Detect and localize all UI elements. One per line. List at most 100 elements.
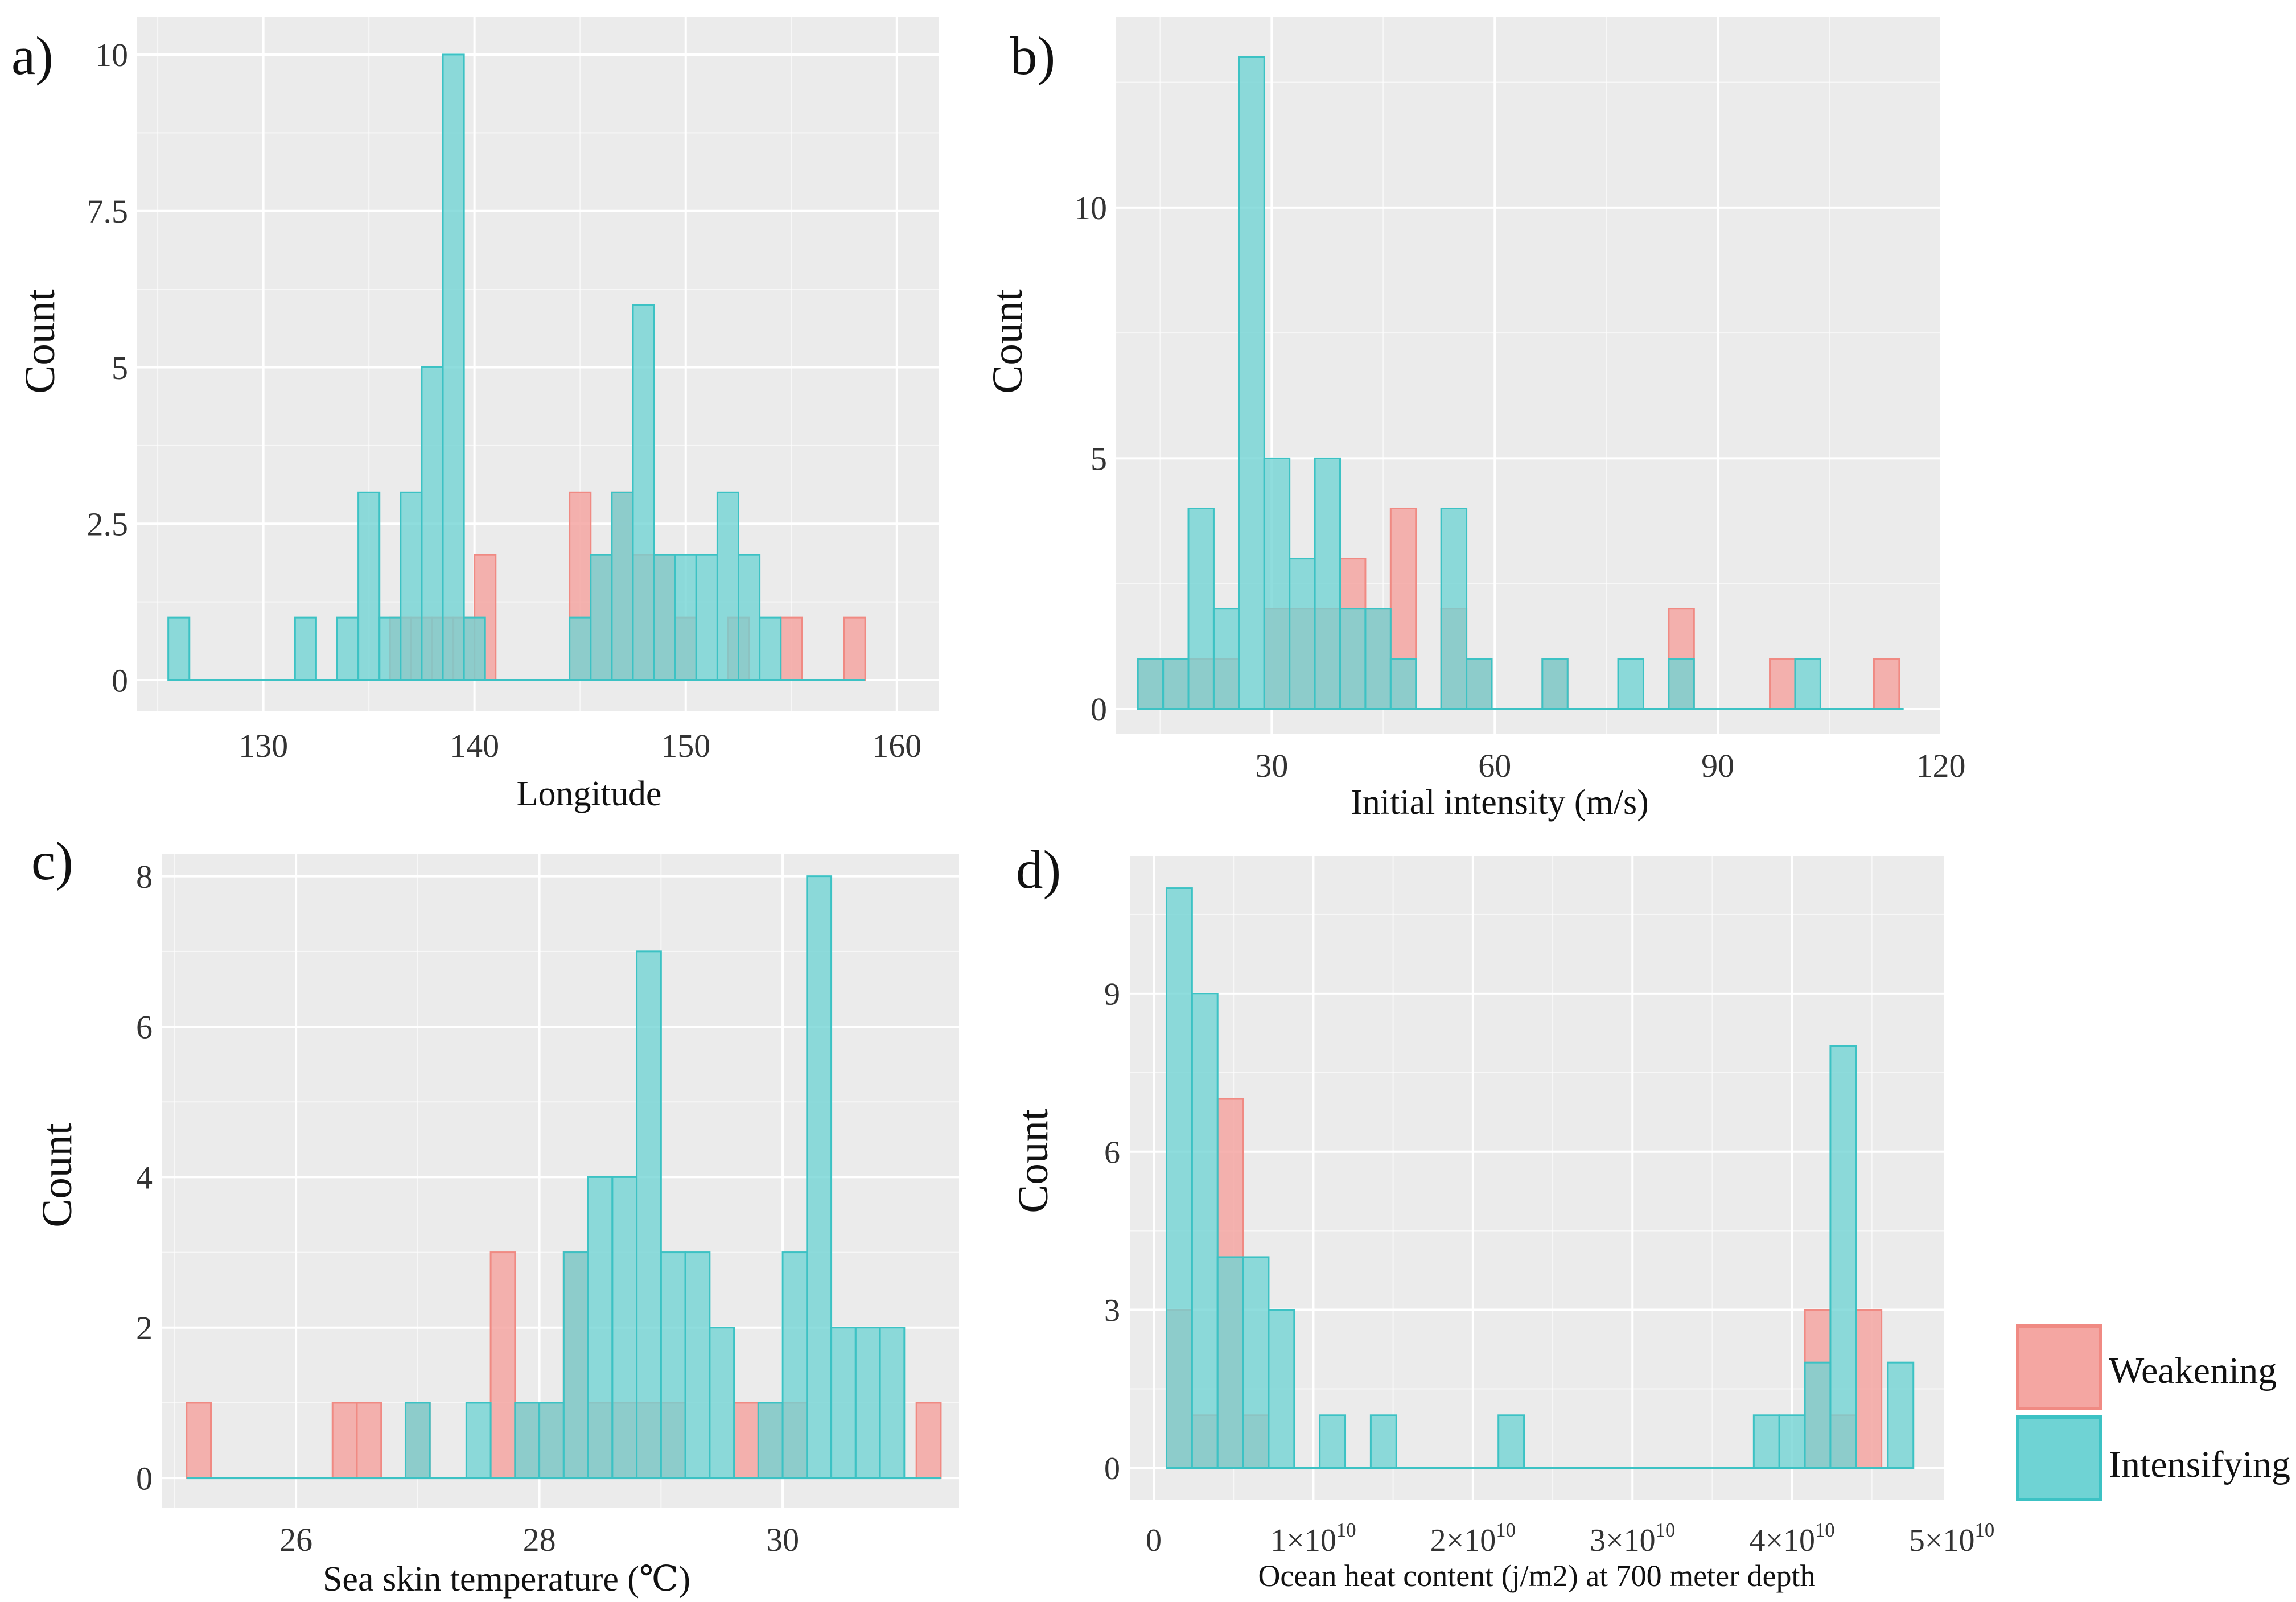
bar-weakening (356, 1402, 382, 1479)
bar-intensifying (1389, 658, 1417, 710)
x-tick-exponent: 10 (1974, 1519, 1994, 1541)
bar-intensifying (400, 491, 423, 681)
bar-weakening (733, 1402, 759, 1479)
x-tick-label: 30 (766, 1521, 799, 1558)
bar-intensifying (653, 554, 676, 681)
y-tick-label: 6 (136, 1008, 153, 1045)
panel-b-xlabel: Initial intensity (m/s) (1351, 783, 1649, 822)
x-tick-exponent: 10 (1336, 1519, 1356, 1541)
bar-intensifying (1191, 993, 1219, 1469)
bar-weakening (186, 1402, 212, 1479)
bar-intensifying (569, 616, 592, 681)
bar-intensifying (1289, 558, 1316, 710)
bar-intensifying (378, 616, 402, 681)
x-tick-base: 0 (1146, 1523, 1162, 1558)
x-tick-label: 120 (1916, 747, 1966, 784)
x-tick-label: 28 (523, 1521, 556, 1558)
bar-intensifying (1794, 658, 1821, 710)
x-tick-label: 5×1010 (1909, 1519, 1994, 1558)
panel-b-ticks: 0 5 10 30 60 90 120 (1074, 190, 1966, 784)
bar-weakening (1873, 658, 1900, 710)
panel-c: 0 2 4 6 8 26 28 30 c) Count Sea skin temperatur… (31, 831, 959, 1599)
bar-intensifying (757, 1402, 784, 1479)
y-tick-label: 6 (1104, 1135, 1120, 1170)
bar-weakening (843, 616, 866, 681)
panel-d-bars (1165, 887, 1915, 1469)
bar-weakening (780, 616, 803, 681)
bar-intensifying (879, 1327, 906, 1479)
bar-weakening (1855, 1309, 1883, 1469)
bar-intensifying (1668, 658, 1695, 710)
y-tick-label: 0 (1091, 691, 1107, 728)
panel-c-xlabel: Sea skin temperature (℃) (323, 1560, 690, 1599)
y-tick-label: 5 (1091, 440, 1107, 477)
bar-intensifying (1466, 658, 1493, 710)
bar-intensifying (759, 616, 782, 681)
bar-intensifying (1887, 1361, 1915, 1469)
bar-intensifying (1242, 1256, 1270, 1469)
bar-intensifying (660, 1251, 686, 1479)
bar-intensifying (1617, 658, 1644, 710)
y-tick-label: 9 (1104, 977, 1120, 1012)
bar-intensifying (1541, 658, 1569, 710)
bar-intensifying (1804, 1361, 1832, 1469)
panel-a-xlabel: Longitude (517, 775, 662, 813)
bar-intensifying (404, 1402, 431, 1479)
x-tick-exponent: 10 (1496, 1519, 1516, 1541)
panel-b-ylabel: Count (984, 289, 1031, 394)
x-tick-label: 60 (1478, 747, 1511, 784)
y-tick-label: 4 (136, 1159, 153, 1196)
x-tick-label: 160 (872, 727, 921, 764)
bar-intensifying (695, 554, 718, 681)
bar-intensifying (684, 1251, 711, 1479)
bar-intensifying (716, 491, 740, 681)
x-tick-exponent: 10 (1656, 1519, 1676, 1541)
bar-intensifying (611, 1176, 638, 1479)
bar-intensifying (1165, 887, 1193, 1469)
bar-intensifying (1162, 658, 1190, 710)
bar-intensifying (357, 491, 381, 681)
x-tick-label: 130 (238, 727, 288, 764)
bar-intensifying (636, 950, 662, 1479)
bar-intensifying (1339, 608, 1367, 710)
bar-intensifying (590, 554, 613, 681)
bar-intensifying (1187, 507, 1215, 710)
y-tick-label: 5 (112, 349, 128, 386)
x-tick-base: 1×10 (1270, 1523, 1336, 1558)
panel-d-ylabel: Count (1010, 1109, 1057, 1213)
panel-a-ticks: 0 2.5 5 7.5 10 130 140 150 160 (87, 36, 922, 764)
panel-b-label: b) (1010, 26, 1055, 86)
panel-c-label: c) (31, 831, 73, 891)
y-tick-label: 10 (1074, 190, 1107, 226)
bar-intensifying (1778, 1414, 1806, 1469)
bar-intensifying (538, 1402, 565, 1479)
panel-d-xlabel: Ocean heat content (j/m2) at 700 meter d… (1258, 1559, 1815, 1593)
bar-intensifying (514, 1402, 541, 1479)
x-tick-base: 3×10 (1590, 1523, 1656, 1558)
y-tick-label: 0 (136, 1460, 153, 1497)
x-tick-label: 4×1010 (1749, 1519, 1834, 1558)
legend-swatch-weakening (2016, 1324, 2102, 1410)
bar-weakening (489, 1251, 516, 1479)
legend: Weakening Intensifying (2016, 1324, 2290, 1501)
x-tick-label: 1×1010 (1270, 1519, 1356, 1558)
x-tick-base: 5×10 (1909, 1523, 1975, 1558)
y-tick-label: 3 (1104, 1293, 1120, 1328)
bar-intensifying (442, 53, 465, 681)
panel-a-plot-bg (137, 17, 939, 711)
bar-intensifying (1137, 658, 1165, 710)
panel-c-ticks: 0 2 4 6 8 26 28 30 (136, 858, 799, 1558)
bar-intensifying (1369, 1414, 1397, 1469)
legend-label-intensifying: Intensifying (2109, 1444, 2290, 1485)
x-tick-base: 4×10 (1749, 1523, 1815, 1558)
x-tick-base: 2×10 (1430, 1523, 1496, 1558)
bar-intensifying (167, 616, 191, 681)
bar-intensifying (1263, 457, 1291, 710)
x-tick-label: 3×1010 (1590, 1519, 1675, 1558)
y-tick-label: 10 (95, 36, 128, 73)
bar-intensifying (611, 491, 634, 681)
bar-intensifying (463, 616, 486, 681)
bar-intensifying (1216, 1256, 1244, 1469)
bar-intensifying (465, 1402, 492, 1479)
